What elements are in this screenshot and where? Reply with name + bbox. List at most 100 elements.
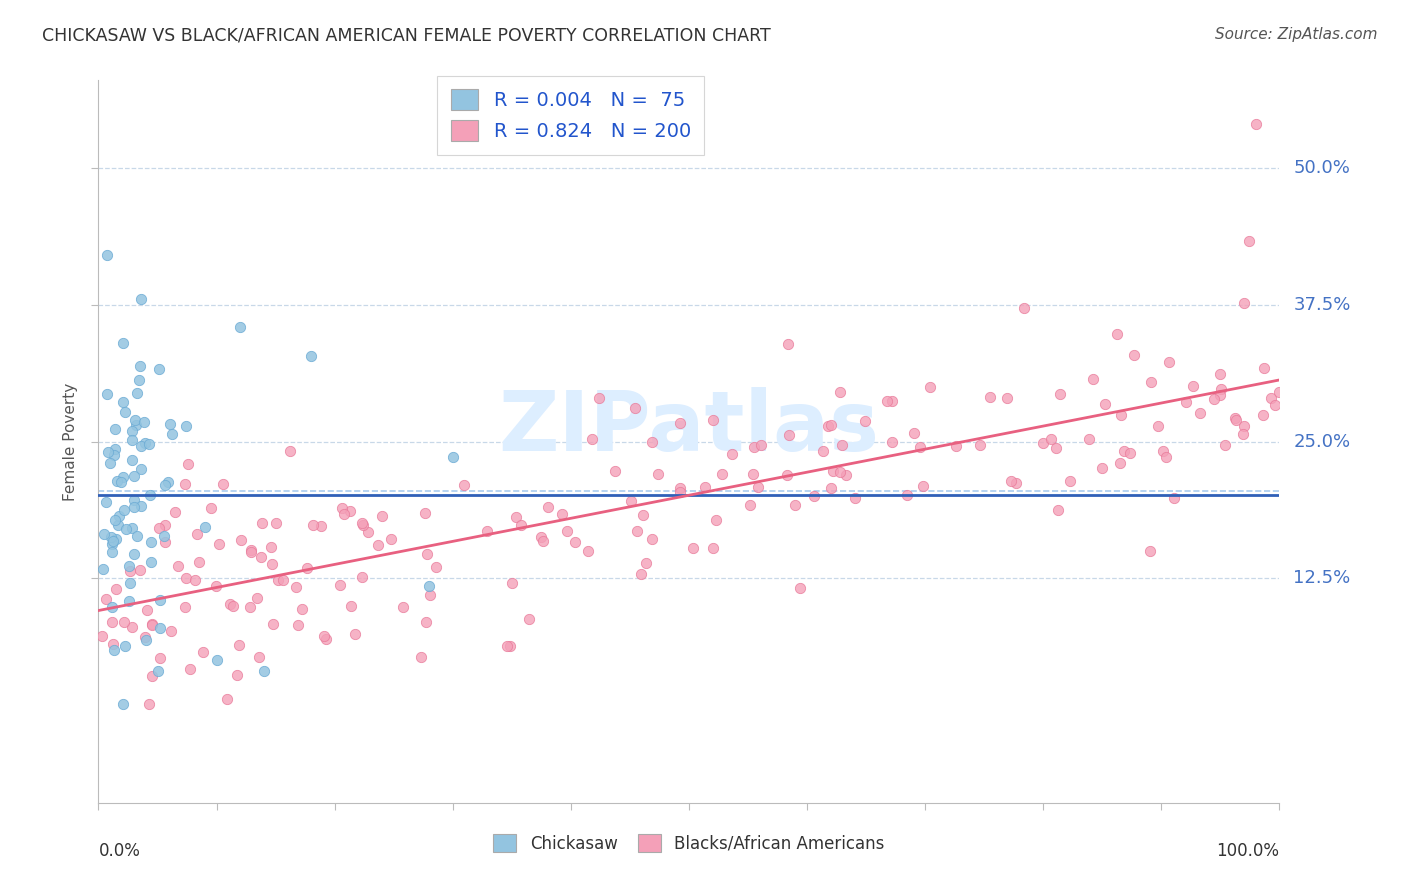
Point (501, 576, 523, 591)
Point (332, 507, 354, 521)
Point (153, 535, 176, 549)
Point (174, 477, 197, 491)
Point (100, 600, 122, 615)
Point (107, 517, 129, 532)
Point (112, 394, 135, 409)
Point (239, 600, 262, 615)
Point (1209, 367, 1232, 381)
Point (1140, 375, 1163, 389)
Point (1119, 445, 1142, 459)
Point (174, 571, 197, 585)
Point (668, 481, 690, 495)
Point (340, 599, 363, 614)
Point (101, 533, 124, 548)
Point (564, 534, 586, 549)
Point (127, 529, 149, 543)
Point (1163, 491, 1185, 506)
Point (309, 519, 332, 533)
Point (626, 524, 648, 538)
Point (576, 543, 599, 558)
Point (134, 435, 156, 450)
Point (1223, 411, 1246, 425)
Point (129, 439, 152, 453)
Point (148, 521, 170, 535)
Point (1091, 461, 1114, 475)
Point (141, 618, 163, 632)
Point (105, 474, 128, 488)
Point (330, 501, 353, 516)
Point (1039, 432, 1062, 446)
Point (138, 698, 160, 712)
Point (510, 518, 533, 533)
Point (302, 517, 325, 532)
Point (239, 545, 262, 559)
Point (776, 467, 799, 482)
Point (211, 477, 233, 491)
Point (267, 573, 290, 587)
Text: 12.5%: 12.5% (1294, 569, 1351, 587)
Point (128, 359, 150, 373)
Point (1077, 432, 1099, 446)
Point (139, 488, 162, 502)
Point (174, 418, 197, 433)
Point (1122, 348, 1144, 362)
Point (416, 547, 439, 561)
Point (152, 529, 174, 543)
Point (835, 467, 858, 482)
Point (1188, 405, 1211, 419)
Point (704, 513, 727, 527)
Point (475, 524, 498, 538)
Point (122, 468, 145, 483)
Point (141, 669, 163, 683)
Point (1157, 355, 1180, 369)
Point (979, 390, 1001, 404)
Point (193, 645, 215, 659)
Point (647, 467, 669, 481)
Point (91, 629, 114, 643)
Point (117, 559, 139, 574)
Point (166, 559, 188, 574)
Point (96, 386, 118, 401)
Point (122, 500, 145, 515)
Point (188, 555, 211, 569)
Point (702, 413, 724, 427)
Point (352, 517, 374, 532)
Point (908, 440, 931, 454)
Point (441, 450, 464, 464)
Point (1209, 382, 1232, 396)
Point (720, 447, 742, 461)
Point (1146, 418, 1168, 433)
Point (1237, 234, 1260, 248)
Point (104, 513, 127, 527)
Point (896, 488, 918, 502)
Point (741, 467, 763, 481)
Point (778, 428, 800, 442)
Point (828, 465, 851, 479)
Point (177, 458, 200, 472)
Point (112, 469, 135, 483)
Point (505, 510, 527, 524)
Point (631, 508, 654, 523)
Point (371, 508, 394, 523)
Point (352, 570, 374, 584)
Point (1253, 361, 1275, 376)
Point (249, 650, 271, 665)
Point (537, 500, 560, 514)
Point (911, 479, 934, 493)
Point (135, 633, 157, 648)
Point (367, 538, 389, 552)
Point (114, 639, 136, 653)
Point (495, 640, 517, 654)
Point (121, 620, 143, 634)
Point (297, 561, 319, 575)
Point (695, 480, 717, 494)
Point (122, 547, 145, 561)
Point (184, 574, 207, 588)
Point (669, 416, 692, 430)
Point (876, 393, 898, 408)
Point (636, 556, 658, 570)
Point (264, 516, 287, 530)
Point (262, 616, 284, 631)
Point (204, 579, 226, 593)
Point (111, 336, 134, 351)
